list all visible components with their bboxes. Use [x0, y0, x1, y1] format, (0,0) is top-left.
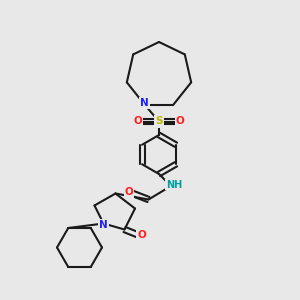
Text: O: O — [137, 230, 146, 241]
Text: NH: NH — [166, 179, 182, 190]
Text: N: N — [140, 98, 149, 108]
Text: O: O — [124, 187, 134, 197]
Text: O: O — [134, 116, 142, 127]
Text: N: N — [99, 220, 108, 230]
Text: S: S — [155, 116, 163, 127]
Text: O: O — [176, 116, 184, 127]
